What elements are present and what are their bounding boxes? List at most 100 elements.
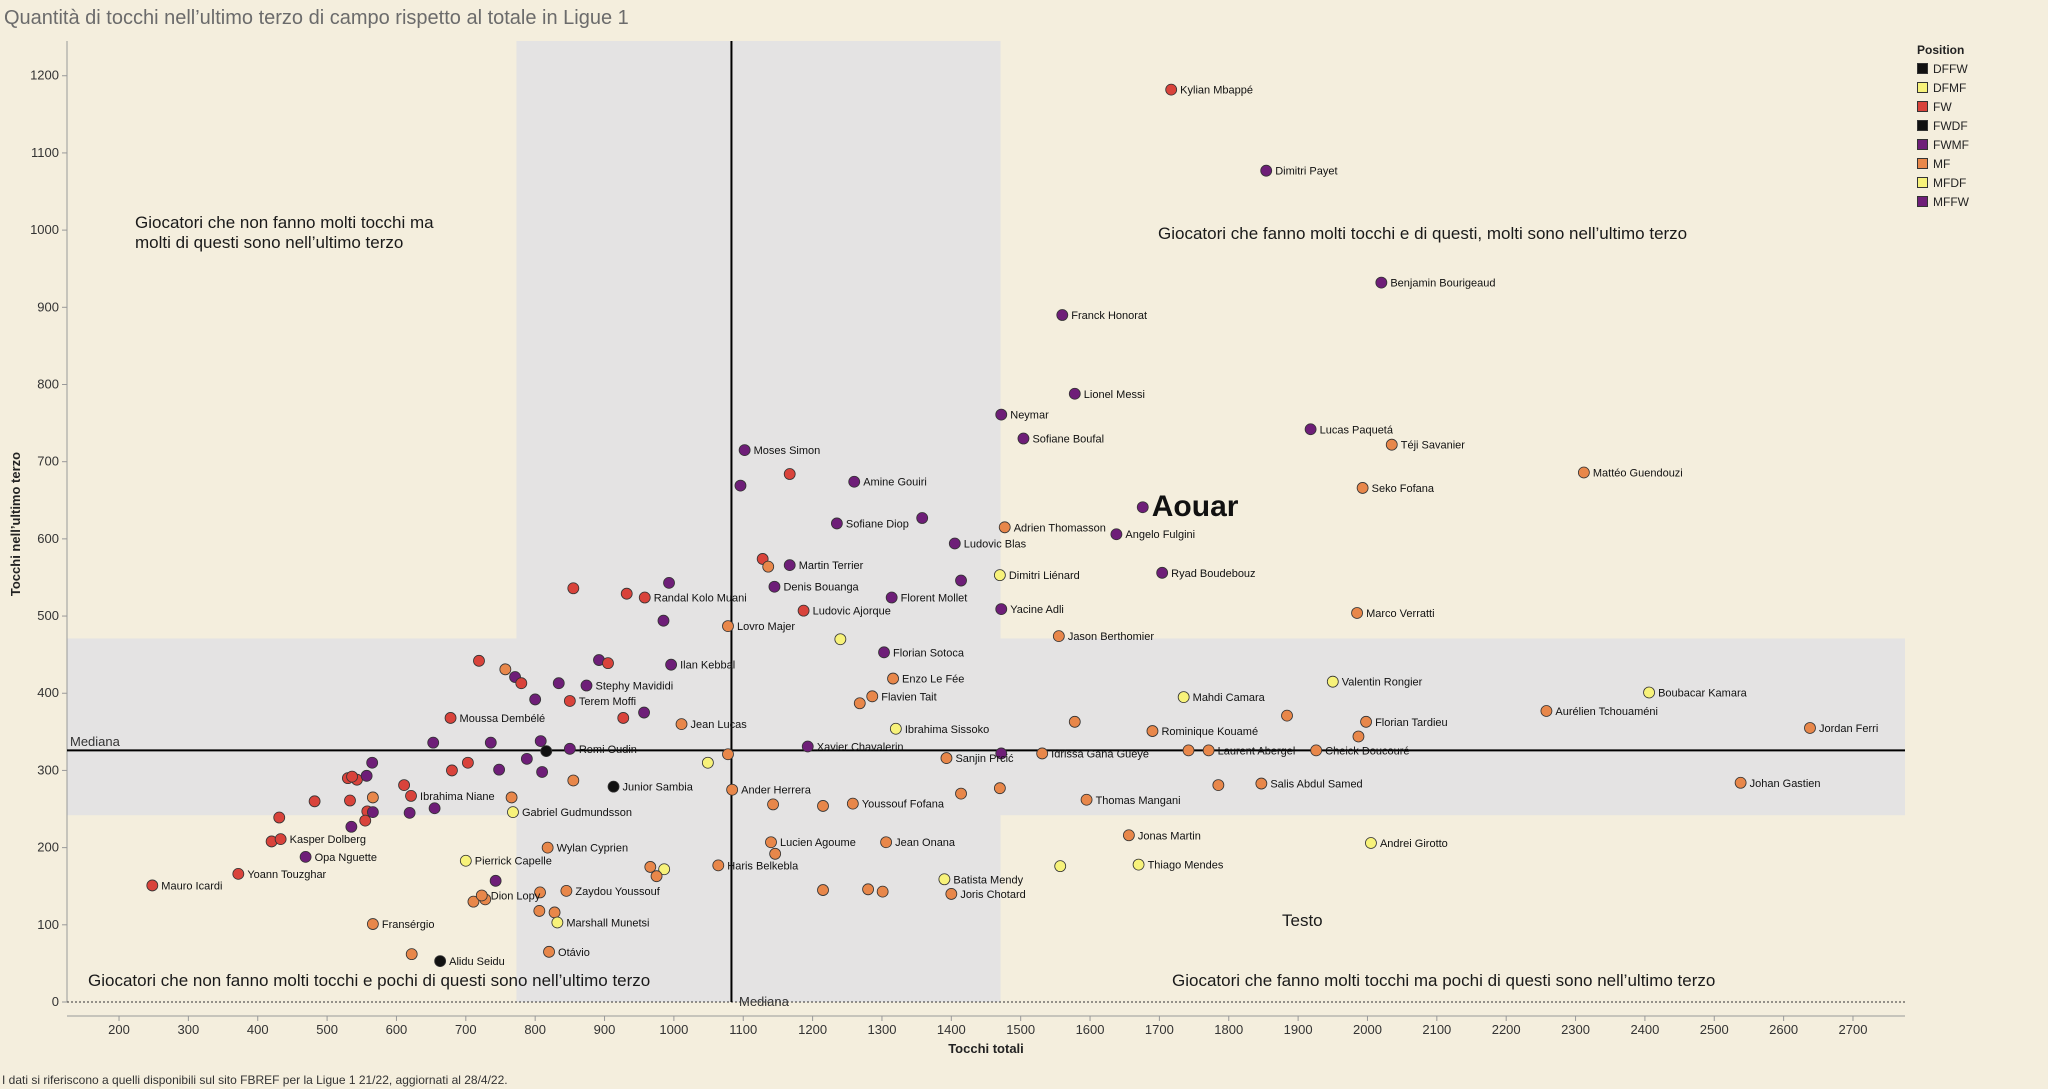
data-point [567,774,580,787]
point-label: Yacine Adli [1010,604,1064,616]
data-point [505,791,518,804]
x-tick-label: 1800 [1214,1022,1243,1037]
point-label: Laurent Abergel [1218,745,1296,757]
data-point [948,537,961,550]
data-point [866,690,879,703]
point-label: Angelo Fulgini [1125,529,1195,541]
data-point [232,867,245,880]
x-tick-label: 1200 [798,1022,827,1037]
data-point [533,905,546,917]
legend-swatch [1917,177,1928,188]
point-label: Moussa Dembélé [460,713,546,725]
y-tick-label: 0 [52,994,59,1009]
point-label: Téji Savanier [1401,440,1466,452]
point-label: Lionel Messi [1084,389,1145,401]
data-point [1212,779,1225,791]
point-label: Ilan Kebbal [680,660,735,672]
point-label: Florian Sotoca [893,647,965,659]
quadrant-label-top-left-line1: Giocatori che non fanno molti tocchi ma [135,213,434,232]
legend-label: FWMF [1933,137,1969,152]
point-label: Jonas Martin [1138,830,1201,842]
data-point [1352,730,1365,743]
x-tick-label: 400 [247,1022,269,1037]
data-point [398,779,410,791]
point-label: Pierrick Capelle [475,856,552,868]
data-point [617,712,630,724]
point-label: Youssouf Fofana [862,799,945,811]
x-tick-label: 1000 [659,1022,688,1037]
data-point [541,841,554,854]
point-label: Marshall Munetsi [566,917,649,929]
data-point [473,654,485,667]
point-label: Lucien Agoume [780,837,856,849]
legend-swatch [1917,139,1928,150]
point-label: Sanjin Prcić [955,753,1014,765]
data-point [1281,709,1293,722]
legend-label: MFFW [1933,194,1969,209]
legend-item-mfdf: MFDF [1917,173,1969,192]
x-tick-label: 2200 [1492,1022,1521,1037]
data-point [848,475,861,488]
point-label: Stephy Mavididi [595,681,673,693]
point-label: Valentin Rongier [1342,677,1423,689]
data-point [273,811,286,824]
legend-label: FWDF [1933,118,1968,133]
data-point [1068,387,1081,400]
data-point [995,408,1008,421]
data-point [493,763,506,776]
legend-item-fwmf: FWMF [1917,135,1969,154]
data-point [1304,423,1317,436]
data-point [675,718,688,731]
data-point [887,672,899,685]
data-point [650,870,663,883]
testo-annotation: Testo [1282,911,1323,930]
point-label: Dimitri Liénard [1009,570,1080,582]
data-point [1056,309,1069,321]
point-label: Kylian Mbappé [1180,85,1253,97]
data-point [817,800,829,812]
point-label: Jordan Ferri [1819,723,1878,735]
y-tick-label: 800 [37,376,59,391]
data-point [1804,722,1816,734]
horizontal-band [67,638,1905,816]
data-point [1177,691,1190,704]
point-label: Johan Gastien [1750,778,1821,790]
x-tick-label: 600 [386,1022,408,1037]
point-label: Florent Mollet [901,593,968,605]
data-point [1165,83,1178,96]
data-point [1202,744,1215,757]
data-point [507,806,519,819]
data-point [1017,432,1030,445]
data-point [551,916,564,929]
legend: Position DFFW DFMF FW FWDF FWMF MF MFDF … [1917,43,1969,211]
data-point [1132,858,1145,871]
data-point [846,797,859,810]
quadrant-label-top-right: Giocatori che fanno molti tocchi e di qu… [1158,224,1688,243]
x-tick-label: 900 [594,1022,616,1037]
point-label: Boubacar Kamara [1658,687,1748,699]
data-point [346,770,358,783]
point-label: Florian Tardieu [1375,717,1448,729]
data-point [499,663,512,676]
point-label: Cheick Doucouré [1325,745,1409,757]
y-tick-label: 1000 [30,222,59,237]
data-point [712,859,725,872]
y-tick-label: 700 [37,454,59,469]
point-label: Remi Oudin [579,744,637,756]
x-tick-label: 1700 [1145,1022,1174,1037]
point-label: Ander Herrera [741,785,812,797]
point-label: Otávio [558,947,590,959]
data-point [560,884,573,897]
y-tick-label: 600 [37,531,59,546]
data-point [995,603,1008,616]
point-label: Denis Bouanga [783,582,859,594]
point-label: Sofiane Boufal [1032,434,1104,446]
data-point [475,889,488,902]
x-tick-label: 1500 [1006,1022,1035,1037]
legend-label: DFFW [1933,61,1968,76]
data-point [489,874,502,887]
data-point [1356,482,1369,494]
data-point [366,806,379,819]
data-point [274,833,287,846]
y-tick-label: 500 [37,608,59,623]
